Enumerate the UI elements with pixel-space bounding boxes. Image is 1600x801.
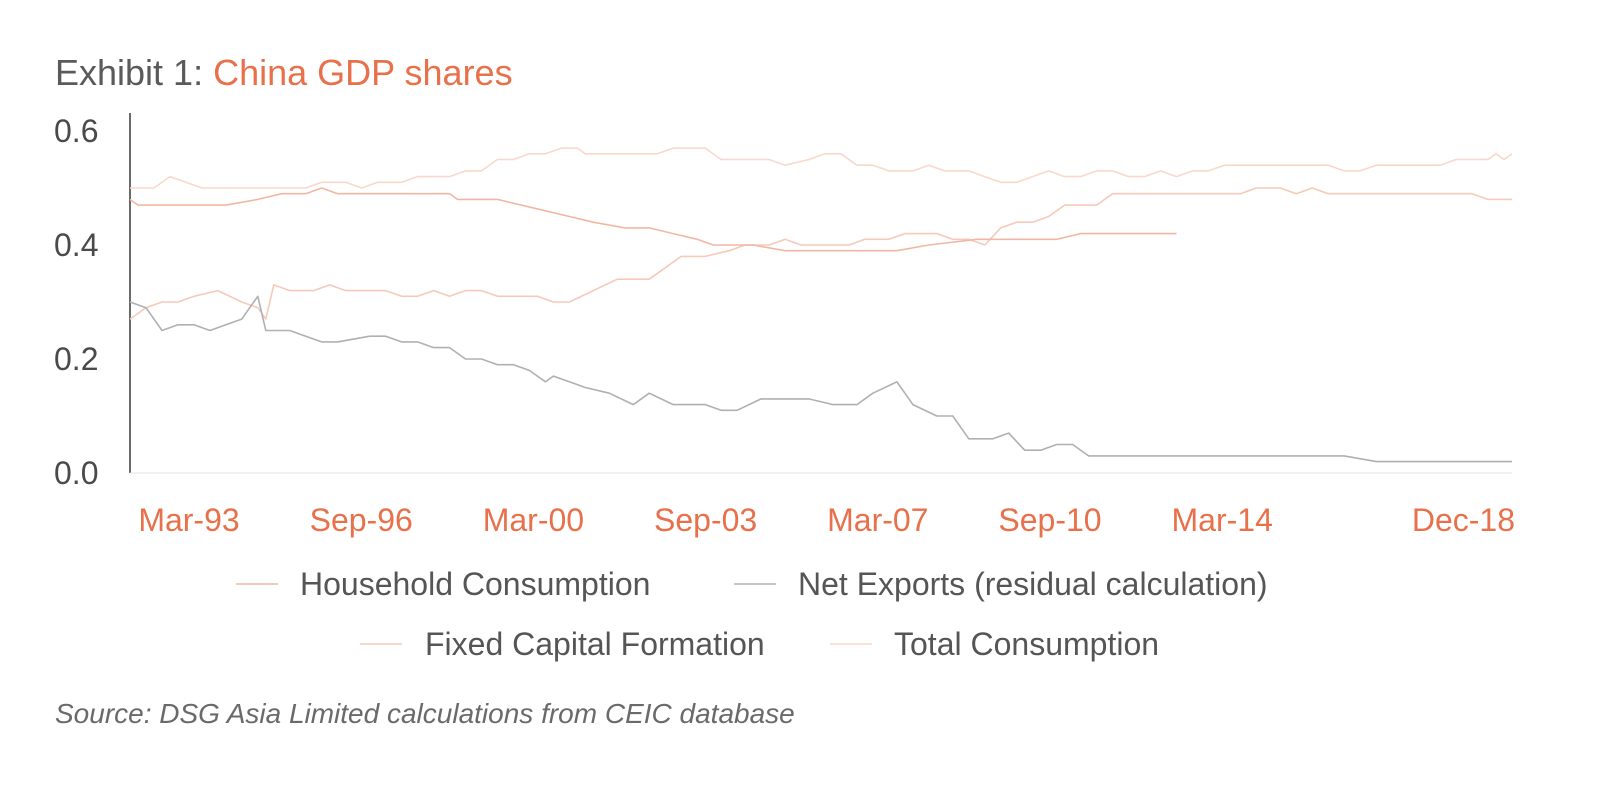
legend-label: Fixed Capital Formation	[425, 626, 765, 662]
y-tick-label: 0.6	[54, 113, 98, 149]
x-tick-label: Sep-96	[310, 502, 413, 538]
series-line-household	[129, 187, 1177, 252]
x-tick-label: Dec-18	[1412, 502, 1515, 538]
x-tick-label: Mar-14	[1172, 502, 1273, 538]
y-tick-label: 0.0	[54, 455, 98, 491]
series-line-net-exports	[129, 295, 1512, 463]
y-axis-ticks: 0.0 0.2 0.4 0.6	[54, 113, 98, 491]
x-axis-ticks: Mar-93 Sep-96 Mar-00 Sep-03 Mar-07 Sep-10 Mar-…	[138, 502, 1515, 538]
series-line-fixed-capital	[129, 187, 1512, 320]
title-main: China GDP shares	[213, 52, 513, 93]
legend-item: Household Consumption	[236, 566, 650, 602]
source-note: Source: DSG Asia Limited calculations fr…	[55, 698, 795, 729]
line-chart: 0.00.20.40.6 Mar-93 Sep-96 Mar-00 Sep-03 Mar…	[54, 113, 1515, 662]
chart-title: Exhibit 1: China GDP shares	[55, 52, 513, 94]
x-tick-label: Mar-93	[138, 502, 239, 538]
x-tick-label: Mar-00	[483, 502, 584, 538]
legend: Household Consumption Net Exports (residu…	[236, 566, 1268, 662]
legend-label: Household Consumption	[300, 566, 650, 602]
legend-label: Net Exports (residual calculation)	[798, 566, 1268, 602]
x-tick-label: Mar-07	[827, 502, 928, 538]
y-tick-label: 0.2	[54, 341, 98, 377]
legend-item: Fixed Capital Formation	[360, 626, 765, 662]
legend-item: Total Consumption	[830, 626, 1159, 662]
title-prefix: Exhibit 1:	[55, 52, 214, 93]
legend-label: Total Consumption	[894, 626, 1159, 662]
series-line-total	[130, 147, 1513, 189]
legend-item: Net Exports (residual calculation)	[734, 566, 1268, 602]
y-tick-label: 0.4	[54, 227, 98, 263]
series-lines	[129, 147, 1513, 463]
x-tick-label: Sep-10	[998, 502, 1101, 538]
x-tick-label: Sep-03	[654, 502, 757, 538]
